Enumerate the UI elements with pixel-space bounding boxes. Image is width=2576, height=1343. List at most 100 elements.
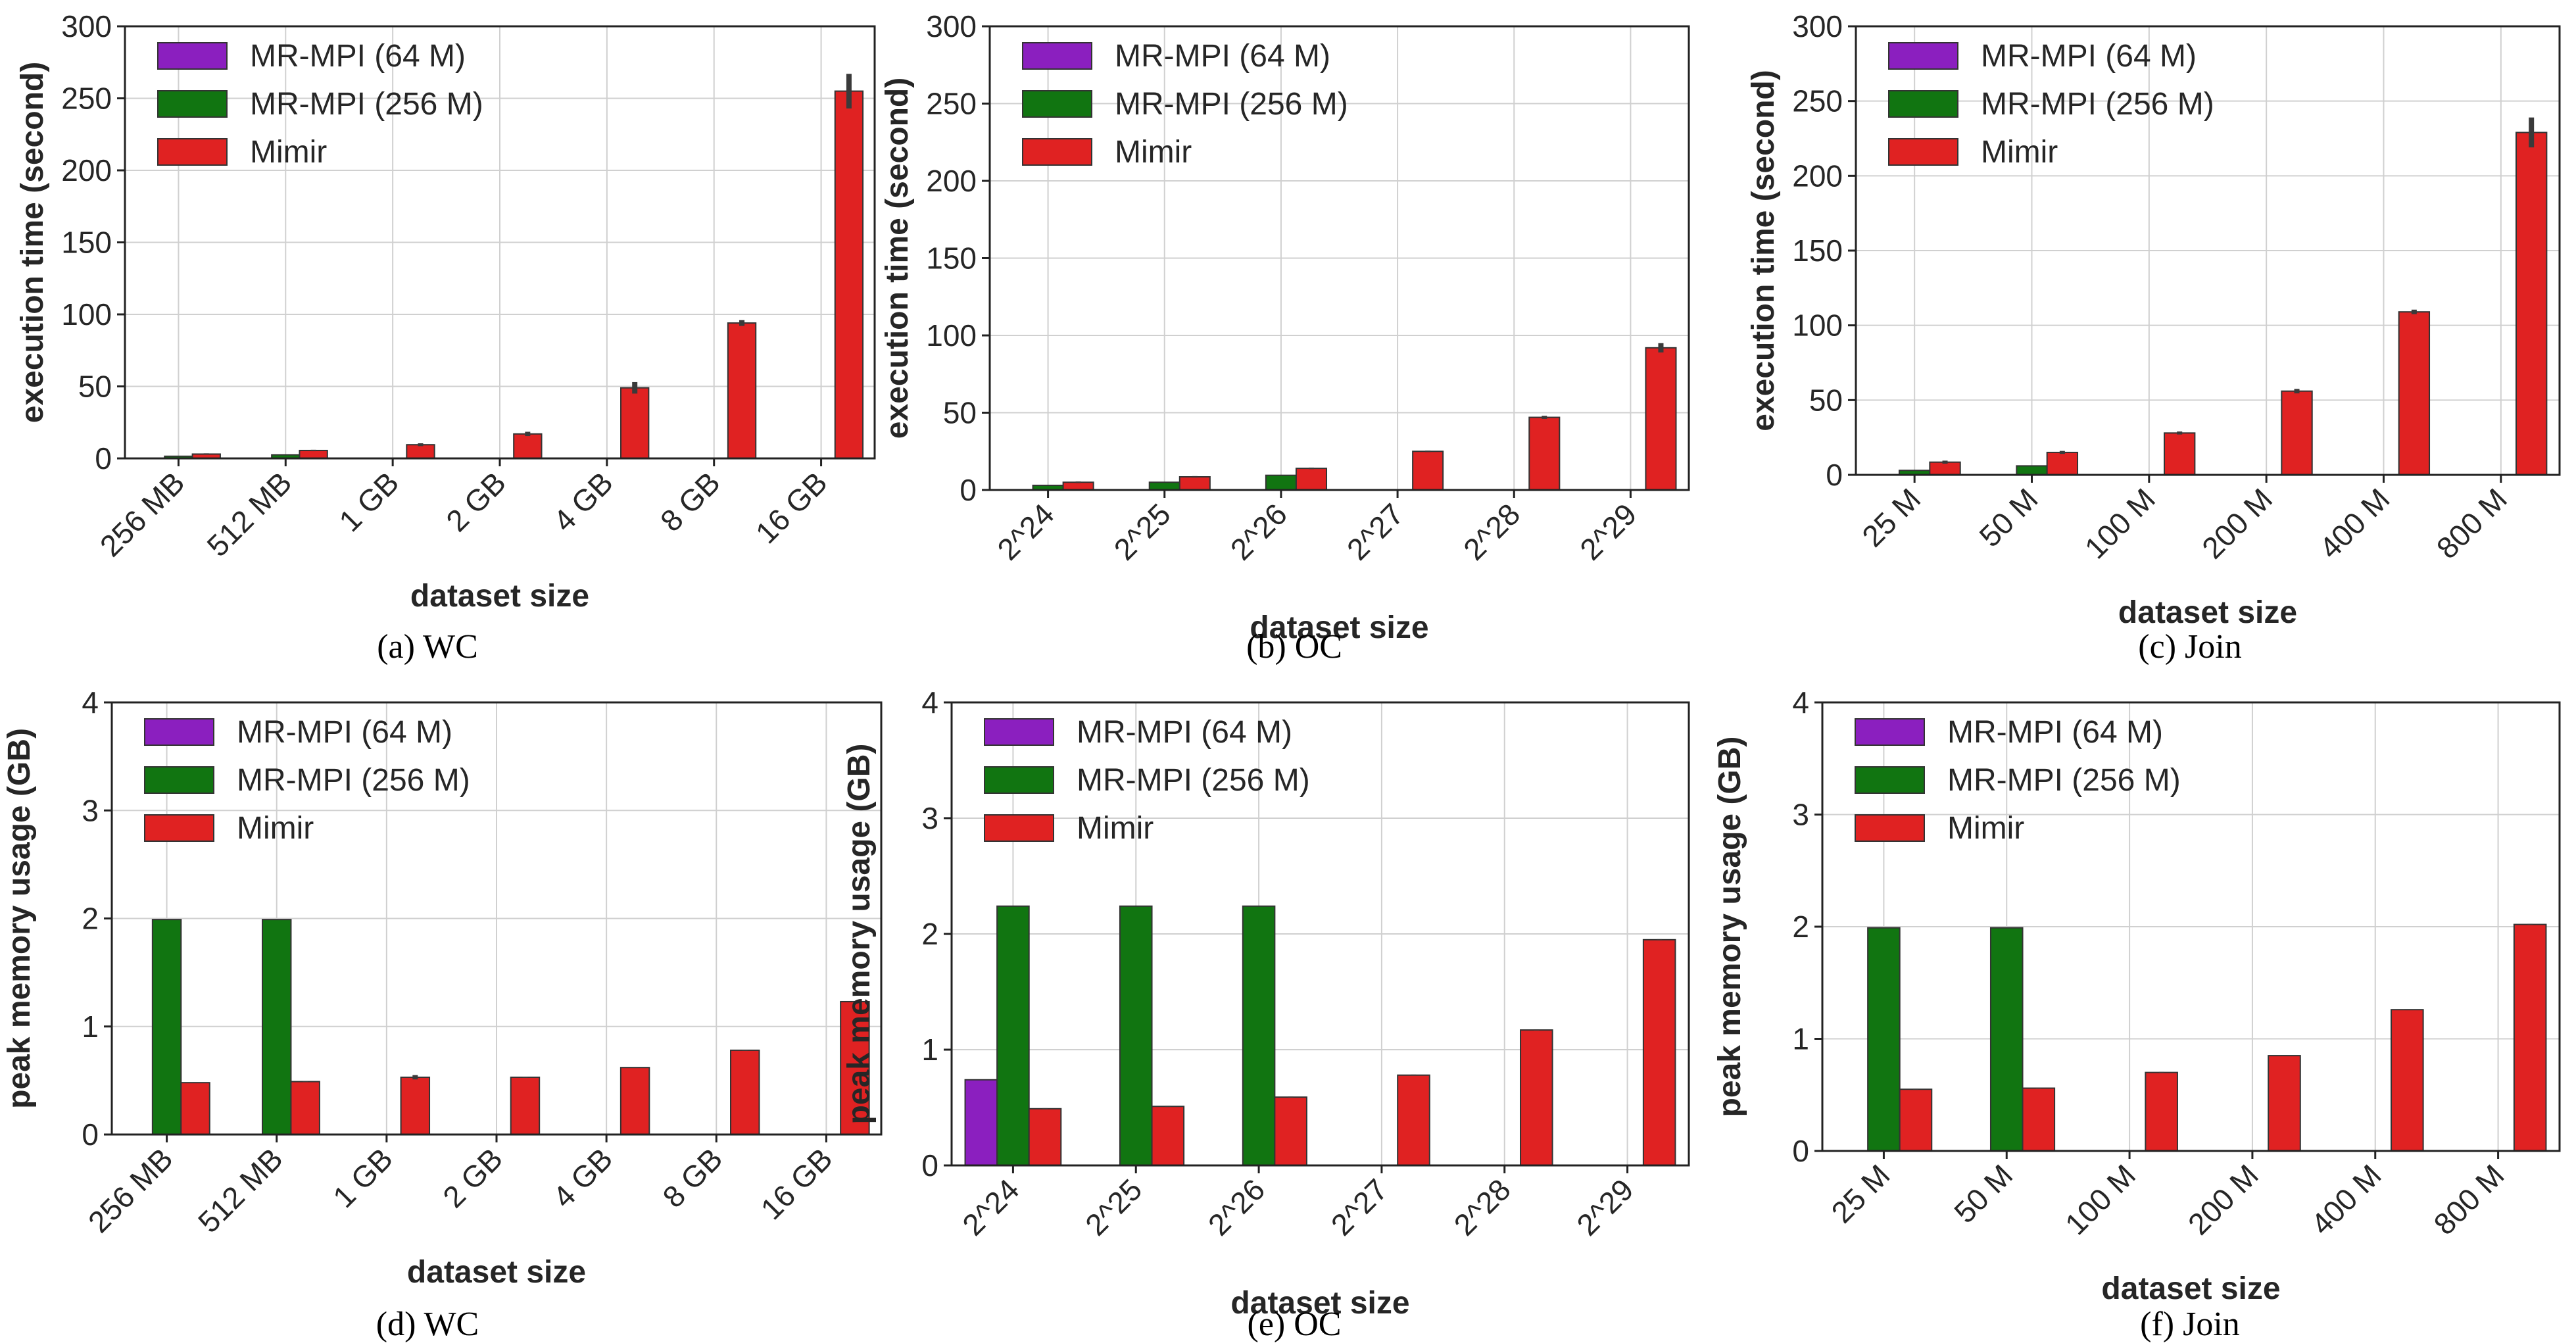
legend-label: MR-MPI (64 M) [1115,39,1330,74]
x-tick-label: 2^24 [956,1172,1025,1242]
bar-mimir-5 [2515,132,2548,476]
y-tick-label: 250 [1792,84,1843,118]
y-tick-label: 4 [1792,685,1809,720]
y-tick-label: 50 [943,396,977,430]
legend: MR-MPI (64 M) MR-MPI (256 M) Mimir [157,39,483,170]
x-axis-label: dataset size [407,1255,586,1290]
figure-caption: (b) OC [1246,628,1342,666]
legend-label: MR-MPI (256 M) [1981,87,2214,122]
y-tick-label: 2 [921,917,938,951]
y-tick-label: 0 [1792,1134,1809,1168]
chart-b: 0 50 100 150 200 250 300 2^24 2^25 2^26 2^27 2^28 2^… [880,9,1690,666]
bar-mimir-2 [2145,1071,2178,1152]
bar-mimir-3 [510,1076,541,1136]
bar-mimir-5 [1642,939,1676,1167]
bar-mimir-3 [1412,451,1444,491]
bar-mimir-0 [180,1082,210,1136]
figure-caption: (d) WC [376,1306,479,1343]
figure-caption: (f) Join [2140,1306,2240,1343]
legend-swatch-mrmpi64 [157,42,228,70]
legend-swatch-mimir [157,138,228,166]
x-tick-label: 4 GB [547,465,620,538]
legend-label: MR-MPI (64 M) [1077,715,1292,750]
x-tick-label: 200 M [2181,1158,2265,1241]
legend-label: MR-MPI (64 M) [1981,39,2197,74]
bar-mimir-0 [1028,1108,1062,1167]
y-axis-label: execution time (second) [15,62,50,423]
bar-mrmpi256-1 [2016,465,2048,476]
legend-swatch-mrmpi256 [1888,90,1958,118]
figure-caption: (c) Join [2138,628,2241,666]
y-tick-label: 0 [1826,458,1843,492]
legend-label: Mimir [1077,811,1154,846]
legend-label: MR-MPI (256 M) [1115,87,1348,122]
chart-a: 0 50 100 150 200 250 300 256 MB 512 MB 1 GB 2 GB 4 … [15,9,876,666]
y-tick-label: 4 [82,685,99,720]
x-tick-label: 512 MB [200,465,298,563]
bar-mrmpi256-0 [1867,927,1901,1152]
bar-mimir-1 [2046,451,2079,476]
x-tick-label: 16 GB [749,465,834,550]
x-tick-label: 50 M [1972,481,2044,553]
bar-mimir-5 [2513,923,2547,1152]
chart-d: 0 1 2 3 4 256 MB 512 MB 1 GB 2 GB 4 GB 8 GB 16 GB da… [2,685,883,1343]
y-tick-label: 0 [82,1117,99,1152]
x-tick-label: 2^28 [1447,1172,1517,1242]
y-tick-label: 150 [926,241,977,276]
y-tick-label: 3 [921,801,938,835]
legend-swatch-mrmpi256 [1855,766,1925,794]
bar-mimir-4 [2398,311,2431,476]
x-tick-label: 800 M [2430,481,2514,565]
x-tick-label: 2 GB [439,465,512,538]
y-tick-label: 50 [1809,383,1843,417]
bar-mimir-4 [620,1067,650,1136]
bar-mimir-1 [1151,1106,1185,1166]
y-tick-label: 0 [960,473,977,507]
bar-mrmpi256-1 [1119,905,1153,1166]
legend: MR-MPI (64 M) MR-MPI (256 M) Mimir [984,715,1310,846]
y-tick-label: 100 [61,297,112,331]
legend-swatch-mimir [984,814,1054,842]
bar-mimir-4 [1528,416,1561,491]
legend-label: MR-MPI (64 M) [237,715,452,750]
y-tick-label: 250 [926,87,977,121]
bar-mrmpi256-2 [1265,474,1297,491]
y-tick-label: 4 [921,685,938,720]
legend-label: Mimir [1981,135,2058,170]
x-tick-label: 400 M [2304,1158,2388,1241]
bar-mimir-2 [400,1076,431,1136]
y-tick-label: 1 [921,1033,938,1067]
bar-mimir-6 [834,90,864,460]
chart-f: 0 1 2 3 4 25 M 50 M 100 M 200 M 400 M 800 M dataset… [1713,685,2561,1343]
legend-swatch-mrmpi256 [1022,90,1092,118]
x-tick-label: 200 M [2195,481,2279,565]
legend-swatch-mimir [1022,138,1092,166]
bar-mimir-1 [2022,1087,2056,1152]
x-axis-label: dataset size [410,579,589,614]
x-tick-label: 2^28 [1457,497,1526,566]
legend: MR-MPI (64 M) MR-MPI (256 M) Mimir [1888,39,2214,170]
x-tick-label: 2^27 [1324,1172,1394,1242]
x-tick-label: 2^29 [1573,497,1643,566]
y-tick-label: 1 [1792,1022,1809,1056]
chart-c: 0 50 100 150 200 250 300 25 M 50 M 100 M 200 M 400 … [1746,9,2561,666]
bar-mrmpi256-2 [1242,905,1276,1166]
y-axis-label: execution time (second) [1746,70,1781,431]
x-tick-label: 25 M [1824,1158,1896,1229]
bar-mimir-6 [840,1000,870,1136]
bar-mimir-5 [730,1049,760,1136]
x-tick-label: 100 M [2058,1158,2142,1241]
y-tick-label: 0 [921,1148,938,1183]
legend-swatch-mrmpi256 [157,90,228,118]
y-tick-label: 250 [61,82,112,116]
legend-label: MR-MPI (256 M) [250,87,483,122]
y-tick-label: 2 [1792,910,1809,944]
bar-mimir-2 [2164,432,2196,476]
y-tick-label: 2 [82,902,99,936]
x-tick-label: 2 GB [436,1141,509,1214]
bar-mimir-5 [727,322,757,460]
bar-mimir-0 [1929,461,1961,476]
x-tick-label: 800 M [2427,1158,2510,1241]
x-tick-label: 1 GB [326,1141,399,1214]
bar-mimir-4 [1520,1029,1553,1166]
